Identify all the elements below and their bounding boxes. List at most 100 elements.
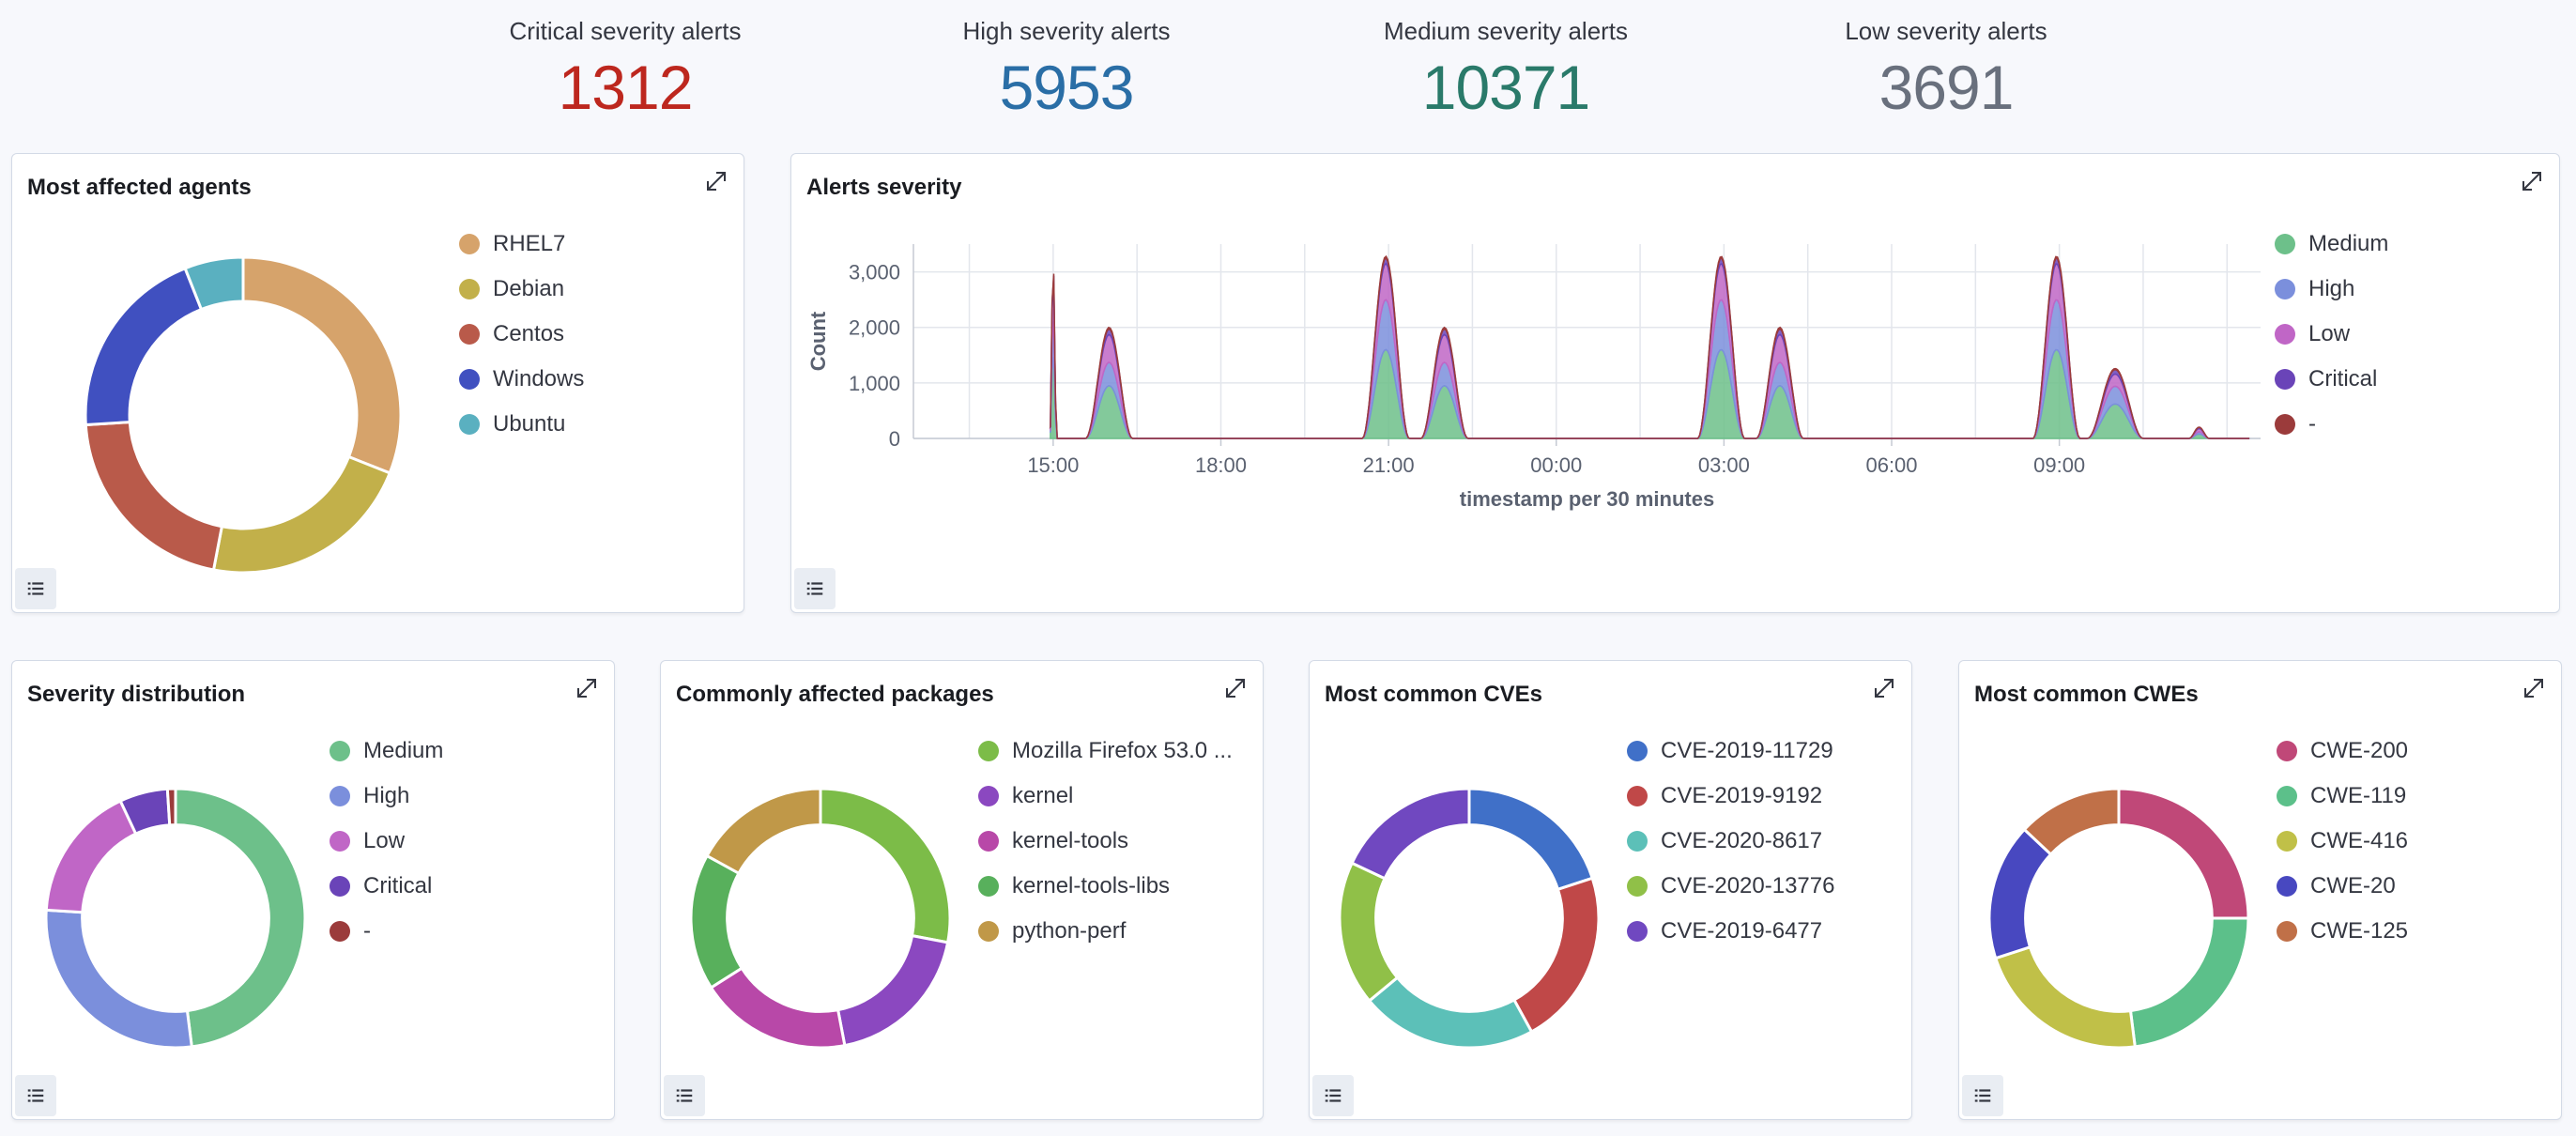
donut-slice-5[interactable]	[183, 255, 245, 312]
legend-item[interactable]: Ubuntu	[459, 402, 584, 447]
legend-cwes: CWE-200 CWE-119 CWE-416 CWE-20 CWE-125	[2277, 729, 2408, 954]
donut-slice-5[interactable]	[705, 787, 822, 876]
legend-item[interactable]: CVE-2019-9192	[1627, 774, 1834, 819]
legend-label: High	[363, 783, 410, 808]
expand-icon[interactable]	[1219, 672, 1251, 704]
legend-item[interactable]: -	[330, 909, 443, 954]
donut-slice-2[interactable]	[836, 933, 950, 1048]
legend-item[interactable]: Low	[330, 819, 443, 864]
x-tick-label: 18:00	[1195, 453, 1247, 477]
donut-slice-1[interactable]	[819, 787, 952, 944]
list-icon[interactable]	[15, 1075, 56, 1116]
legend-item[interactable]: Medium	[330, 729, 443, 774]
donut-slice-1[interactable]	[241, 255, 403, 475]
list-icon[interactable]	[15, 568, 56, 609]
metric-label: High severity alerts	[962, 17, 1171, 45]
donut-chart-cwes	[1987, 787, 2250, 1050]
legend-item[interactable]: python-perf	[978, 909, 1233, 954]
donut-slice-4[interactable]	[84, 266, 204, 427]
legend-label: CWE-416	[2310, 828, 2409, 853]
legend-item[interactable]: CVE-2019-11729	[1627, 729, 1834, 774]
legend-item[interactable]: kernel-tools	[978, 819, 1233, 864]
legend-label: High	[2308, 276, 2355, 301]
legend-color-dot	[2277, 786, 2297, 806]
legend-item[interactable]: -	[2275, 402, 2388, 447]
legend-color-dot	[330, 831, 350, 852]
y-tick-label: 0	[889, 427, 900, 451]
legend-label: Critical	[363, 873, 433, 898]
x-axis-label: timestamp per 30 minutes	[1460, 487, 1714, 511]
y-tick-label: 3,000	[849, 261, 900, 284]
legend-color-dot	[2275, 234, 2295, 254]
list-icon[interactable]	[794, 568, 836, 609]
legend-color-dot	[330, 786, 350, 806]
donut-slice-2[interactable]	[44, 908, 193, 1050]
legend-item[interactable]: CVE-2019-6477	[1627, 909, 1834, 954]
legend-item[interactable]: Medium	[2275, 222, 2388, 267]
legend-label: kernel-tools-libs	[1012, 873, 1171, 898]
donut-slice-3[interactable]	[44, 799, 138, 914]
legend-color-dot	[2277, 921, 2297, 942]
legend-color-dot	[330, 921, 350, 942]
metric-value: 10371	[1421, 53, 1591, 122]
legend-item[interactable]: CWE-20	[2277, 864, 2408, 909]
area-series--[interactable]	[1049, 254, 2250, 439]
expand-icon[interactable]	[700, 165, 732, 197]
donut-slice-5[interactable]	[1350, 787, 1471, 881]
donut-slice-1[interactable]	[1467, 787, 1595, 892]
legend-item[interactable]: RHEL7	[459, 222, 584, 267]
legend-item[interactable]: kernel-tools-libs	[978, 864, 1233, 909]
legend-item[interactable]: High	[330, 774, 443, 819]
donut-slice-5[interactable]	[2022, 787, 2121, 857]
legend-agents: RHEL7 Debian Centos Windows Ubuntu	[459, 222, 584, 447]
donut-slice-2[interactable]	[211, 454, 392, 575]
list-icon[interactable]	[664, 1075, 705, 1116]
donut-slice-2[interactable]	[1511, 876, 1601, 1034]
legend-item[interactable]: Windows	[459, 357, 584, 402]
legend-color-dot	[2277, 876, 2297, 897]
legend-item[interactable]: CWE-119	[2277, 774, 2408, 819]
donut-slice-2[interactable]	[2128, 916, 2250, 1049]
donut-slice-1[interactable]	[174, 787, 307, 1049]
legend-color-dot	[459, 414, 480, 435]
legend-label: Windows	[493, 366, 585, 391]
legend-item[interactable]: Low	[2275, 312, 2388, 357]
legend-item[interactable]: Centos	[459, 312, 584, 357]
donut-slice-3[interactable]	[84, 421, 224, 572]
donut-slice-3[interactable]	[1367, 975, 1534, 1050]
donut-slice-4[interactable]	[1338, 861, 1400, 1004]
donut-slice-5[interactable]	[165, 787, 177, 827]
donut-slice-1[interactable]	[2117, 787, 2250, 920]
legend-item[interactable]: CWE-125	[2277, 909, 2408, 954]
donut-slice-4[interactable]	[1987, 827, 2053, 960]
donut-chart-cves	[1338, 787, 1601, 1050]
legend-item[interactable]: Mozilla Firefox 53.0 ...	[978, 729, 1233, 774]
legend-color-dot	[459, 324, 480, 345]
donut-slice-4[interactable]	[689, 853, 744, 990]
legend-item[interactable]: kernel	[978, 774, 1233, 819]
metric-label: Critical severity alerts	[509, 17, 742, 45]
metric-medium: Medium severity alerts 10371	[1318, 13, 1694, 126]
legend-color-dot	[978, 741, 999, 761]
legend-color-dot	[1627, 786, 1648, 806]
list-icon[interactable]	[1312, 1075, 1354, 1116]
legend-item[interactable]: High	[2275, 267, 2388, 312]
expand-icon[interactable]	[2516, 165, 2548, 197]
expand-icon[interactable]	[2518, 672, 2550, 704]
donut-slice-3[interactable]	[1993, 944, 2137, 1050]
legend-item[interactable]: CVE-2020-13776	[1627, 864, 1834, 909]
donut-slice-3[interactable]	[709, 966, 847, 1050]
expand-icon[interactable]	[1868, 672, 1900, 704]
legend-item[interactable]: CVE-2020-8617	[1627, 819, 1834, 864]
legend-color-dot	[459, 279, 480, 299]
legend-color-dot	[459, 369, 480, 390]
expand-icon[interactable]	[571, 672, 603, 704]
legend-item[interactable]: Debian	[459, 267, 584, 312]
legend-item[interactable]: Critical	[330, 864, 443, 909]
legend-item[interactable]: CWE-200	[2277, 729, 2408, 774]
list-icon[interactable]	[1962, 1075, 2003, 1116]
panel-alerts-severity: Alerts severity 0 1,000 2,000 3,000 15:00 18:…	[790, 153, 2560, 613]
legend-item[interactable]: CWE-416	[2277, 819, 2408, 864]
legend-color-dot	[2277, 831, 2297, 852]
legend-item[interactable]: Critical	[2275, 357, 2388, 402]
